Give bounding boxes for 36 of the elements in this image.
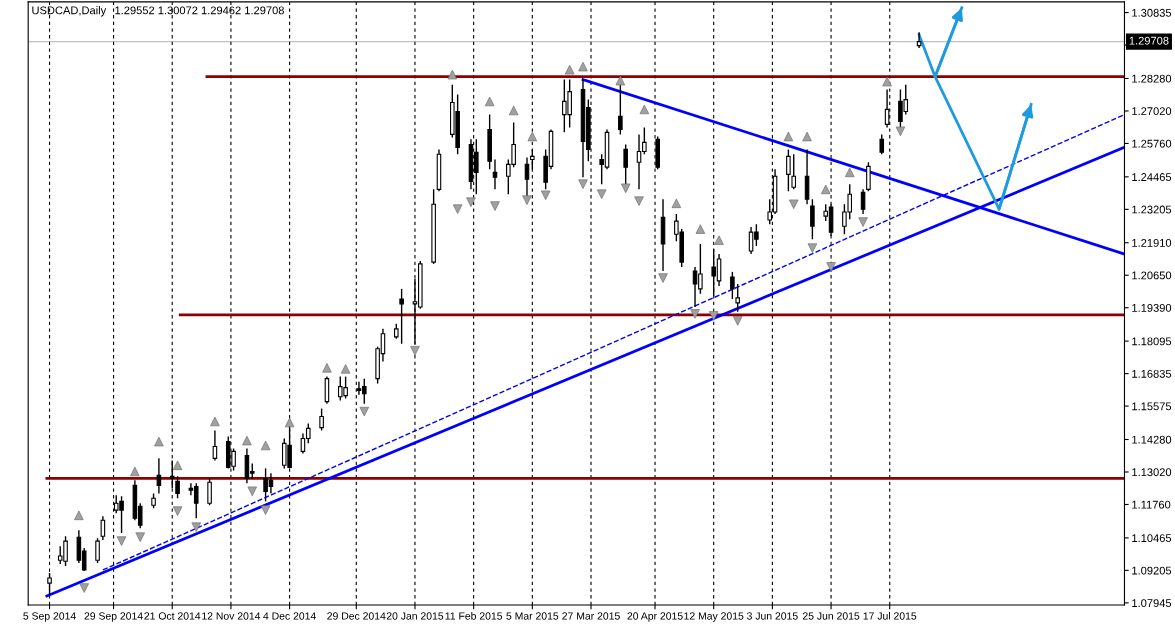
y-tick-label: 1.19390 <box>1132 303 1172 312</box>
x-tick-label: 12 May 2015 <box>684 612 744 622</box>
x-tick-label: 17 Jul 2015 <box>863 612 917 620</box>
y-tick-label: 1.25760 <box>1132 139 1172 148</box>
y-tick-label: 1.23205 <box>1132 205 1172 214</box>
x-tick-label: 5 Sep 2014 <box>23 612 76 622</box>
x-tick-label: 29 Dec 2014 <box>327 612 386 620</box>
x-tick-label: 29 Sep 2014 <box>84 612 143 622</box>
y-tick-label: 1.18095 <box>1132 337 1172 346</box>
y-tick-label: 1.07945 <box>1132 599 1172 607</box>
x-tick-label: 27 Mar 2015 <box>562 612 620 620</box>
y-tick-label: 1.20650 <box>1132 271 1172 280</box>
y-tick-label: 1.11760 <box>1132 500 1171 509</box>
x-tick-label: 20 Jan 2015 <box>386 612 444 620</box>
y-tick-label: 1.27020 <box>1132 107 1172 116</box>
y-tick-label: 1.30835 <box>1132 8 1172 17</box>
chart-subtitle: 1.29552 1.30072 1.29462 1.29708 <box>115 6 284 15</box>
y-tick-label: 1.14280 <box>1132 435 1172 444</box>
y-tick-label: 1.10465 <box>1132 534 1172 543</box>
x-tick-label: 4 Dec 2014 <box>263 612 316 620</box>
y-tick-label: 1.24465 <box>1132 173 1172 181</box>
y-tick-label: 1.16835 <box>1132 369 1172 378</box>
y-tick-label: 1.28280 <box>1132 74 1172 83</box>
chart-title: USDCAD,Daily <box>32 6 107 17</box>
x-tick-label: 11 Feb 2015 <box>445 612 503 620</box>
y-tick-label: 1.09205 <box>1132 566 1172 575</box>
x-tick-label: 5 Mar 2015 <box>506 612 559 620</box>
x-tick-label: 21 Oct 2014 <box>144 612 201 620</box>
y-tick-label: 1.13020 <box>1132 468 1172 477</box>
x-tick-label: 3 Jun 2015 <box>747 612 798 620</box>
ref-line-label: 1.29708 <box>1129 36 1169 45</box>
x-tick-label: 20 Apr 2015 <box>627 612 683 622</box>
x-tick-label: 12 Nov 2014 <box>202 612 261 620</box>
x-tick-label: 25 Jun 2015 <box>802 612 860 620</box>
y-tick-label: 1.15575 <box>1132 402 1172 411</box>
y-tick-label: 1.21910 <box>1132 239 1172 247</box>
